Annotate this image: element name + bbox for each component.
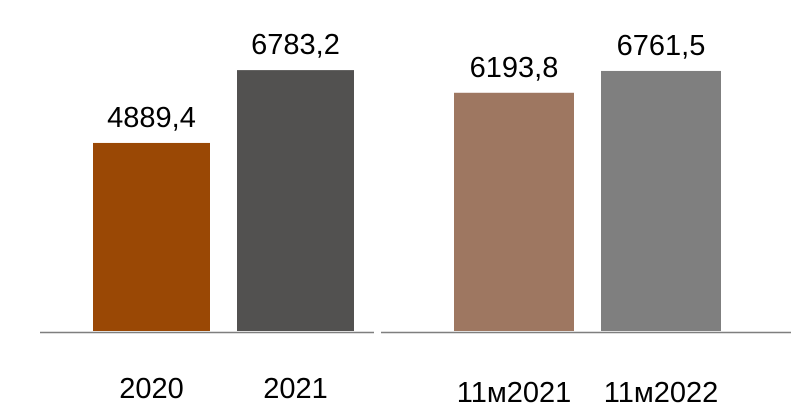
value-label-1-1: 4889,4 (107, 102, 196, 134)
bar-2-2 (601, 70, 721, 331)
bar-1-1 (93, 142, 210, 331)
tick-label-2-2: 11м2022 (604, 377, 719, 407)
bar-1-2 (237, 70, 354, 331)
tick-label-1-1: 2020 (119, 373, 184, 405)
tick-label-2-1: 11м2021 (457, 377, 572, 407)
tick-label-1-2: 2021 (263, 373, 328, 405)
value-label-2-1: 6193,8 (470, 52, 559, 84)
value-label-2-2: 6761,5 (617, 30, 706, 62)
bar-2-1 (454, 92, 574, 332)
value-label-1-2: 6783,2 (251, 29, 340, 61)
